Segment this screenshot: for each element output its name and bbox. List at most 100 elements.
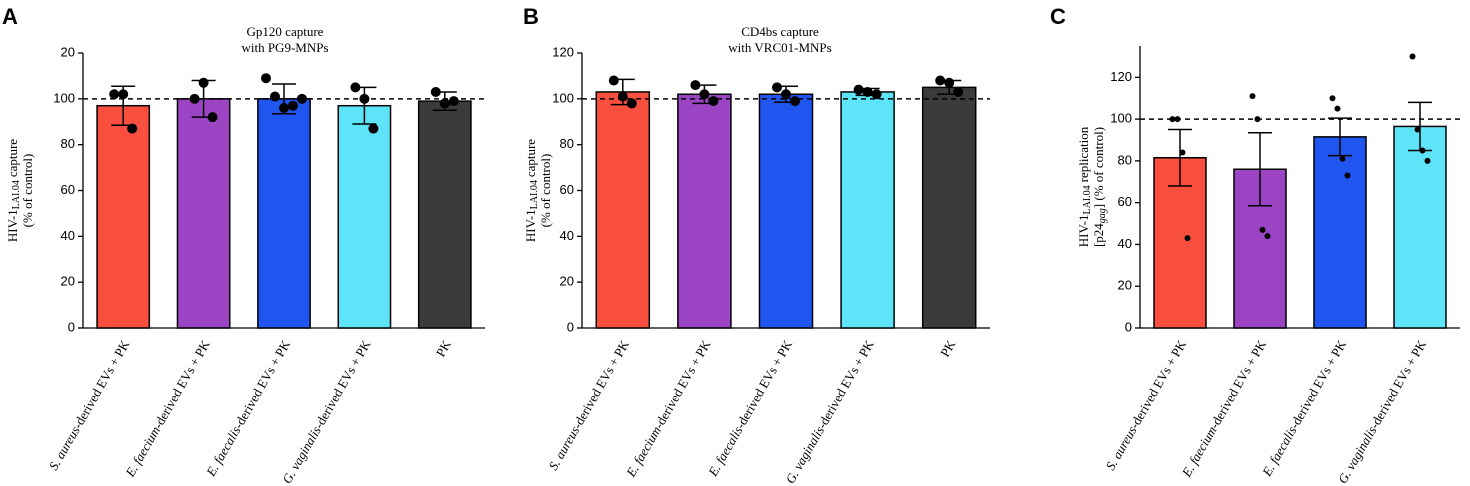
data-point — [1179, 149, 1186, 156]
data-point — [708, 96, 719, 107]
chart-title: CD4bs capture — [741, 24, 819, 39]
y-tick-label: 20 — [61, 44, 75, 59]
chart-title: Gp120 capture — [247, 24, 324, 39]
data-point — [1169, 116, 1176, 123]
y-tick-label: 120 — [1110, 69, 1132, 84]
data-point — [261, 73, 271, 84]
x-tick-label: PK — [937, 337, 959, 359]
data-point — [368, 123, 379, 134]
chart-title: with VRC01-MNPs — [728, 40, 831, 55]
y-tick-label: 20 — [61, 274, 75, 289]
data-point — [207, 112, 218, 123]
data-point — [350, 82, 361, 93]
bar — [758, 93, 814, 329]
data-point — [1409, 53, 1416, 60]
panel-label: A — [2, 4, 18, 29]
x-tick-label: S. aureus-derived EVs + PK — [1103, 337, 1190, 473]
data-point — [439, 98, 450, 109]
data-point — [1339, 155, 1346, 162]
y-tick-label: 60 — [1118, 194, 1132, 209]
y-axis-label-part: capture — [523, 139, 538, 177]
x-tick-label: E. faecium-derived EVs + PK — [122, 337, 213, 480]
y-axis-label-part: LAI.04 — [11, 180, 22, 209]
bar — [96, 104, 151, 329]
y-tick-label: 0 — [68, 319, 75, 334]
bar — [1313, 136, 1367, 329]
y-axis-label-part: ] (% of control) — [1091, 127, 1106, 208]
data-point — [127, 123, 138, 134]
data-point — [853, 84, 864, 95]
data-point — [781, 89, 791, 100]
bar — [1393, 125, 1447, 329]
y-tick-label: 100 — [53, 90, 75, 105]
x-tick-label: S. aureus-derived EVs + PK — [46, 337, 133, 473]
data-point — [953, 86, 964, 97]
y-tick-label: 100 — [552, 90, 574, 105]
y-axis-label: (% of control) — [20, 154, 35, 228]
data-point — [1419, 147, 1426, 154]
data-point — [1414, 126, 1421, 133]
y-axis-label: HIV-1LAI.04 capture — [5, 139, 22, 242]
bar — [595, 91, 651, 329]
chart-title: with PG9-MNPs — [241, 40, 328, 55]
data-point — [690, 80, 701, 91]
y-axis-label-part: LAI.04 — [529, 180, 540, 209]
y-axis-label-part: gag — [1097, 208, 1108, 223]
data-point — [871, 89, 882, 100]
y-tick-label: 40 — [560, 228, 574, 243]
data-point — [626, 98, 637, 109]
y-tick-label: 80 — [1118, 152, 1132, 167]
data-point — [279, 103, 289, 113]
y-axis-label-part: [p24 — [1091, 223, 1106, 247]
x-tick-label: E. faecium-derived EVs + PK — [623, 337, 714, 480]
bar — [840, 91, 895, 329]
y-axis-label-part: HIV-1 — [5, 209, 20, 242]
data-point — [198, 77, 209, 88]
data-point — [608, 75, 619, 86]
y-tick-label: 120 — [552, 44, 574, 59]
y-tick-label: 80 — [560, 136, 574, 151]
y-axis-label: [p24gag] (% of control) — [1091, 127, 1108, 247]
y-axis-label: (% of control) — [538, 154, 553, 228]
data-point — [118, 89, 129, 100]
x-tick-label: G. vaginalis-derived EVs + PK — [1335, 337, 1430, 486]
y-axis-label-part: (% of control) — [20, 154, 35, 228]
bar — [257, 98, 311, 329]
data-point — [790, 96, 800, 107]
y-axis-label-part: capture — [5, 139, 20, 177]
data-point — [430, 86, 441, 97]
data-point — [944, 77, 955, 88]
x-tick-label: PK — [433, 337, 455, 359]
y-axis-label: HIV-1LAI.04 replication — [1076, 126, 1093, 247]
data-point — [1259, 226, 1266, 233]
x-tick-label: S. aureus-derived EVs + PK — [545, 337, 632, 473]
data-point — [1249, 93, 1256, 100]
y-axis-label-part: LAI.04 — [1082, 185, 1093, 214]
bar — [417, 100, 472, 329]
data-point — [109, 89, 120, 100]
data-point — [1264, 233, 1271, 240]
data-point — [270, 91, 280, 102]
data-point — [1344, 172, 1351, 179]
y-axis-label-part: replication — [1076, 126, 1091, 182]
data-point — [1424, 157, 1431, 164]
data-point — [288, 100, 298, 111]
y-tick-label: 60 — [61, 182, 75, 197]
panel-label: C — [1050, 4, 1066, 29]
bar — [337, 104, 392, 329]
y-tick-label: 40 — [61, 228, 75, 243]
bar — [677, 93, 732, 329]
panel-label: B — [523, 4, 539, 29]
data-point — [862, 86, 873, 97]
x-tick-label: E. faecalis-derived EVs + PK — [203, 337, 294, 480]
data-point — [1329, 95, 1336, 102]
y-tick-label: 20 — [1118, 278, 1132, 293]
y-tick-label: 40 — [1118, 236, 1132, 251]
y-axis-label-part: HIV-1 — [523, 209, 538, 242]
data-point — [1334, 105, 1341, 112]
y-tick-label: 0 — [1125, 319, 1132, 334]
x-tick-label: E. faecium-derived EVs + PK — [1178, 337, 1269, 480]
data-point — [617, 91, 628, 102]
y-axis-label-part: (% of control) — [538, 154, 553, 228]
